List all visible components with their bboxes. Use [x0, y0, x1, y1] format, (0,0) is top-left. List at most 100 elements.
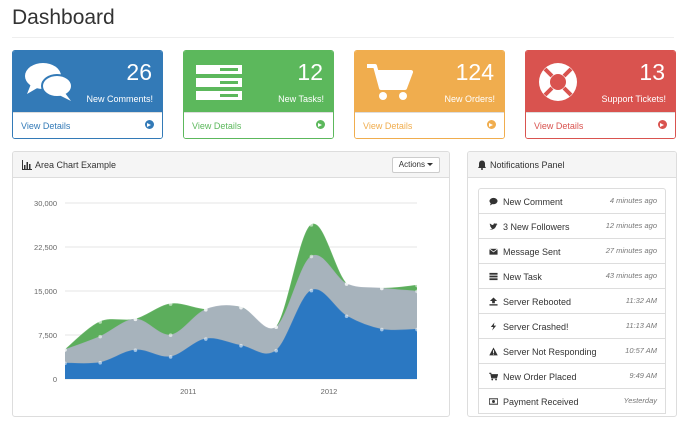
tasks-icon: [196, 65, 242, 100]
money-icon: [489, 398, 498, 405]
life-ring-icon: [539, 63, 577, 101]
notification-item[interactable]: Server Rebooted 11:32 AM: [478, 288, 666, 314]
area-chart: 0 7,500 15,000 22,500 30,000 2011 2012: [34, 199, 419, 396]
notification-item[interactable]: 3 New Followers 12 minutes ago: [478, 213, 666, 239]
actions-dropdown-button[interactable]: Actions: [391, 157, 440, 173]
arrow-circle-right-icon[interactable]: [658, 120, 667, 129]
title-divider: [12, 37, 674, 38]
arrow-circle-right-icon[interactable]: [487, 120, 496, 129]
data-point: [168, 333, 173, 337]
data-point: [380, 327, 384, 332]
x-tick-label: 2012: [321, 387, 338, 396]
data-point: [239, 343, 243, 348]
notification-time: 9:49 AM: [629, 371, 657, 380]
data-point: [133, 317, 138, 322]
chart-panel-header: Area Chart Example Actions: [13, 152, 449, 178]
orders-label: New Orders!: [444, 94, 495, 104]
y-tick-label: 15,000: [34, 287, 57, 296]
data-point: [415, 283, 419, 288]
notification-list: New Comment 4 minutes ago 3 New Follower…: [478, 188, 666, 414]
data-point: [239, 305, 243, 310]
data-point: [309, 223, 314, 227]
tasks-card: 12 New Tasks! View Details: [183, 50, 334, 139]
comments-card: 26 New Comments! View Details: [12, 50, 163, 139]
y-tick-label: 22,500: [34, 243, 57, 252]
notification-text: New Task: [503, 272, 542, 282]
notification-time: 10:57 AM: [625, 346, 657, 355]
data-point: [168, 355, 173, 359]
notification-time: Yesterday: [623, 396, 657, 405]
support-card: 13 Support Tickets! View Details: [525, 50, 676, 139]
comments-label: New Comments!: [86, 94, 153, 104]
view-details-link[interactable]: View Details: [21, 121, 71, 131]
notification-text: 3 New Followers: [503, 222, 570, 232]
notification-item[interactable]: New Task 43 minutes ago: [478, 263, 666, 289]
data-point: [133, 348, 138, 352]
bolt-icon: [490, 322, 497, 331]
comments-view-details[interactable]: View Details: [13, 112, 162, 138]
notification-text: Server Crashed!: [503, 322, 569, 332]
actions-label: Actions: [398, 160, 425, 169]
view-details-link[interactable]: View Details: [363, 121, 413, 131]
data-point: [274, 325, 279, 330]
notification-item[interactable]: Server Not Responding 10:57 AM: [478, 338, 666, 364]
support-view-details[interactable]: View Details: [526, 112, 675, 138]
tasks-label: New Tasks!: [278, 94, 324, 104]
data-point: [344, 314, 349, 319]
data-point: [204, 307, 208, 312]
notifications-panel-title: Notifications Panel: [490, 160, 565, 170]
notification-time: 11:32 AM: [625, 296, 657, 305]
comments-icon: [25, 63, 73, 101]
arrow-circle-right-icon[interactable]: [316, 120, 325, 129]
area-series-fill: [65, 289, 417, 379]
notification-item[interactable]: Server Crashed! 11:13 AM: [478, 313, 666, 339]
comments-count: 26: [126, 59, 152, 85]
data-point: [380, 286, 384, 291]
data-point: [63, 361, 67, 366]
tasks-count: 12: [297, 59, 323, 85]
shopping-cart-icon: [489, 372, 498, 381]
notification-time: 27 minutes ago: [605, 246, 657, 255]
orders-card: 124 New Orders! View Details: [354, 50, 505, 139]
comment-icon: [489, 197, 498, 206]
data-point: [309, 288, 314, 293]
data-point: [309, 254, 314, 259]
shopping-cart-icon: [367, 64, 413, 100]
data-point: [204, 337, 208, 341]
y-tick-label: 7,500: [38, 331, 57, 340]
upload-icon: [489, 297, 498, 306]
notification-item[interactable]: New Comment 4 minutes ago: [478, 188, 666, 214]
bar-chart-icon: [22, 160, 32, 170]
notification-text: Server Rebooted: [503, 297, 572, 307]
data-point: [415, 289, 419, 294]
notifications-panel-header: Notifications Panel: [468, 152, 676, 178]
orders-count: 124: [455, 59, 494, 85]
tasks-icon: [489, 272, 498, 281]
orders-view-details[interactable]: View Details: [355, 112, 504, 138]
envelope-icon: [489, 248, 498, 255]
tasks-view-details[interactable]: View Details: [184, 112, 333, 138]
arrow-circle-right-icon[interactable]: [145, 120, 154, 129]
data-point: [98, 320, 102, 324]
notification-text: New Order Placed: [503, 372, 577, 382]
notification-text: New Comment: [503, 197, 563, 207]
data-point: [63, 348, 67, 352]
bell-icon: [478, 160, 486, 170]
notification-item[interactable]: Payment Received Yesterday: [478, 388, 666, 414]
notifications-panel: Notifications Panel New Comment 4 minute…: [467, 151, 677, 417]
data-point: [98, 334, 102, 339]
notification-item[interactable]: Message Sent 27 minutes ago: [478, 238, 666, 264]
notification-item[interactable]: New Order Placed 9:49 AM: [478, 363, 666, 389]
page-title: Dashboard: [12, 6, 115, 29]
notification-time: 11:13 AM: [625, 321, 657, 330]
notification-text: Server Not Responding: [503, 347, 597, 357]
warning-icon: [489, 347, 498, 356]
chart-panel-title: Area Chart Example: [35, 160, 117, 170]
view-details-link[interactable]: View Details: [534, 121, 584, 131]
support-count: 13: [639, 59, 665, 85]
twitter-icon: [489, 223, 498, 230]
y-tick-label: 0: [53, 375, 57, 384]
view-details-link[interactable]: View Details: [192, 121, 242, 131]
data-point: [274, 348, 279, 353]
area-chart-panel: Area Chart Example Actions 0 7,500 15,000 2…: [12, 151, 450, 417]
